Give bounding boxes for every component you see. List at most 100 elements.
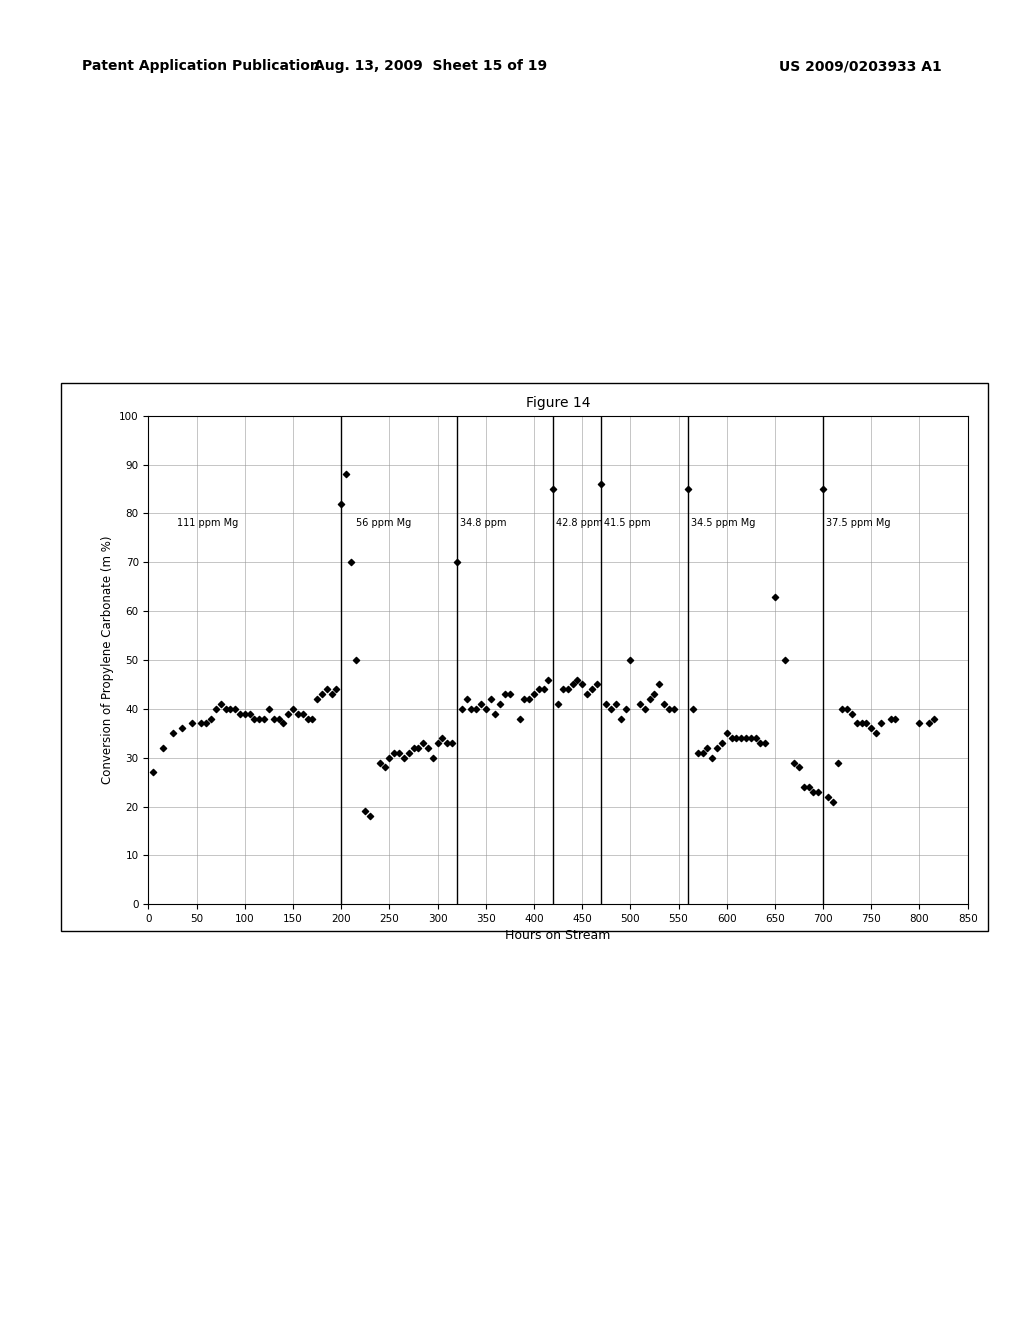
- Point: [415, 733, 431, 754]
- Point: [391, 742, 408, 763]
- Point: [497, 684, 513, 705]
- Point: [545, 478, 561, 499]
- Point: [844, 704, 860, 725]
- Point: [742, 727, 759, 748]
- Point: [637, 698, 653, 719]
- Point: [463, 698, 479, 719]
- Point: [786, 752, 803, 774]
- Point: [641, 689, 657, 710]
- Point: [377, 756, 393, 777]
- Point: [231, 704, 248, 725]
- Point: [656, 693, 673, 714]
- Point: [738, 727, 755, 748]
- Point: [719, 723, 735, 744]
- Point: [313, 684, 330, 705]
- Point: [372, 752, 388, 774]
- Point: [863, 718, 880, 739]
- Point: [689, 742, 706, 763]
- Point: [646, 684, 663, 705]
- Point: [406, 738, 422, 759]
- Point: [709, 738, 725, 759]
- Point: [723, 727, 739, 748]
- Point: [454, 698, 470, 719]
- Point: [714, 733, 730, 754]
- Point: [194, 713, 210, 734]
- Point: [361, 805, 378, 826]
- Point: [511, 708, 527, 729]
- Point: [487, 704, 504, 725]
- Point: [530, 678, 547, 700]
- Point: [824, 791, 841, 812]
- Text: Patent Application Publication: Patent Application Publication: [82, 59, 319, 74]
- Point: [395, 747, 412, 768]
- Point: [400, 742, 417, 763]
- Point: [439, 733, 456, 754]
- Point: [434, 727, 451, 748]
- Point: [295, 704, 311, 725]
- Point: [660, 698, 677, 719]
- Point: [227, 698, 244, 719]
- Point: [265, 708, 282, 729]
- Point: [381, 747, 397, 768]
- Point: [607, 693, 624, 714]
- Title: Figure 14: Figure 14: [526, 396, 590, 411]
- Point: [810, 781, 826, 803]
- Point: [275, 713, 292, 734]
- Text: 34.5 ppm Mg: 34.5 ppm Mg: [691, 519, 756, 528]
- Point: [247, 708, 263, 729]
- Point: [443, 733, 460, 754]
- Point: [796, 776, 812, 797]
- Text: Aug. 13, 2009  Sheet 15 of 19: Aug. 13, 2009 Sheet 15 of 19: [313, 59, 547, 74]
- Point: [569, 669, 586, 690]
- Point: [589, 673, 605, 694]
- Point: [536, 678, 552, 700]
- Point: [237, 704, 253, 725]
- Point: [757, 733, 773, 754]
- Point: [801, 776, 817, 797]
- Point: [603, 698, 620, 719]
- Point: [357, 801, 374, 822]
- Point: [705, 747, 721, 768]
- Point: [420, 738, 436, 759]
- Point: [459, 689, 475, 710]
- Point: [473, 693, 489, 714]
- Point: [411, 738, 427, 759]
- X-axis label: Hours on Stream: Hours on Stream: [506, 929, 610, 942]
- Point: [926, 708, 942, 729]
- Point: [921, 713, 937, 734]
- Point: [270, 708, 287, 729]
- Text: 41.5 ppm: 41.5 ppm: [604, 519, 651, 528]
- Point: [318, 678, 335, 700]
- Point: [493, 693, 509, 714]
- Point: [820, 787, 837, 808]
- Point: [429, 733, 445, 754]
- Point: [213, 693, 229, 714]
- Point: [623, 649, 639, 671]
- Point: [477, 698, 494, 719]
- Point: [347, 649, 364, 671]
- Text: 42.8 ppm: 42.8 ppm: [556, 519, 603, 528]
- Point: [251, 708, 267, 729]
- Point: [579, 684, 595, 705]
- Point: [174, 718, 190, 739]
- Point: [521, 689, 538, 710]
- Point: [598, 693, 614, 714]
- Point: [198, 713, 214, 734]
- Point: [333, 494, 349, 515]
- Point: [911, 713, 928, 734]
- Point: [555, 678, 571, 700]
- Point: [222, 698, 239, 719]
- Point: [849, 713, 865, 734]
- Point: [516, 689, 532, 710]
- Text: US 2009/0203933 A1: US 2009/0203933 A1: [779, 59, 942, 74]
- Point: [203, 708, 219, 729]
- Point: [593, 474, 609, 495]
- Point: [338, 463, 354, 484]
- Point: [208, 698, 224, 719]
- Point: [386, 742, 402, 763]
- Point: [525, 684, 542, 705]
- Text: 111 ppm Mg: 111 ppm Mg: [177, 519, 239, 528]
- Text: 34.8 ppm: 34.8 ppm: [460, 519, 506, 528]
- Y-axis label: Conversion of Propylene Carbonate (m %): Conversion of Propylene Carbonate (m %): [100, 536, 114, 784]
- Point: [324, 684, 340, 705]
